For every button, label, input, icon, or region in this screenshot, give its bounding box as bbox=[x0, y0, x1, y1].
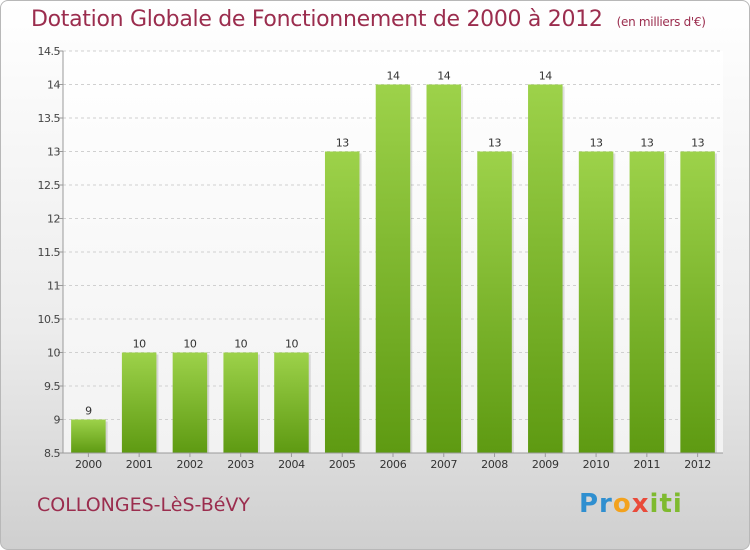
tick-labels: 8.5 9 9.5 10 10.5 11 11.5 12 12.5 13 13.5 14 14.5 9 20… bbox=[38, 45, 712, 471]
bar bbox=[578, 151, 614, 453]
bar bbox=[426, 84, 462, 453]
x-tick-label: 2008 bbox=[481, 458, 508, 471]
chart-title: Dotation Globale de Fonctionnement de 20… bbox=[31, 7, 706, 32]
logo-part: o bbox=[612, 489, 632, 519]
x-tick-label: 2011 bbox=[633, 458, 660, 471]
bar-value-label: 13 bbox=[336, 137, 349, 150]
x-tick-label: 2006 bbox=[380, 458, 407, 471]
x-tick-label: 2009 bbox=[532, 458, 559, 471]
x-tick-label: 2004 bbox=[278, 458, 305, 471]
bar-value-label: 10 bbox=[285, 338, 298, 351]
chart-title-text: Dotation Globale de Fonctionnement de 20… bbox=[31, 7, 603, 32]
logo-part: x bbox=[631, 489, 650, 519]
bar bbox=[223, 352, 258, 453]
bar-value-label: 14 bbox=[539, 70, 552, 83]
y-tick-label: 13.5 bbox=[38, 112, 61, 125]
bar-value-label: 13 bbox=[590, 137, 603, 150]
y-tick-label: 12 bbox=[47, 213, 60, 226]
x-tick-label: 2001 bbox=[126, 458, 153, 471]
y-tick-label: 13 bbox=[47, 146, 60, 159]
bar-value-label: 10 bbox=[133, 338, 146, 351]
bar bbox=[274, 352, 309, 453]
y-tick-label: 11 bbox=[47, 280, 60, 293]
y-tick-label: 10 bbox=[47, 347, 60, 360]
bar-value-label: 10 bbox=[183, 338, 196, 351]
bar-value-label: 13 bbox=[488, 137, 501, 150]
x-tick-label: 2012 bbox=[684, 458, 711, 471]
x-tick-label: 2003 bbox=[227, 458, 254, 471]
bar-value-label: 9 bbox=[85, 405, 92, 418]
chart-subtitle: (en milliers d'€) bbox=[616, 15, 706, 29]
x-tick-label: 2005 bbox=[329, 458, 356, 471]
bar-value-label: 13 bbox=[640, 137, 653, 150]
x-tick-label: 2010 bbox=[583, 458, 610, 471]
y-tick-label: 14 bbox=[47, 79, 60, 92]
bar-value-label: 14 bbox=[437, 70, 450, 83]
x-tick-label: 2000 bbox=[75, 458, 102, 471]
y-tick-label: 10.5 bbox=[38, 313, 61, 326]
logo-part: iti bbox=[649, 489, 683, 519]
y-tick-label: 9 bbox=[54, 414, 61, 427]
bar bbox=[172, 352, 208, 453]
bar bbox=[629, 151, 665, 453]
y-tick-label: 14.5 bbox=[38, 45, 61, 58]
bar bbox=[71, 419, 106, 453]
bar bbox=[324, 151, 360, 453]
bar-value-label: 14 bbox=[387, 70, 400, 83]
bar bbox=[375, 84, 411, 453]
bar-value-label: 13 bbox=[691, 137, 704, 150]
proxiti-logo: Proxiti bbox=[579, 489, 683, 519]
logo-part: Pr bbox=[579, 489, 613, 519]
y-tick-label: 8.5 bbox=[44, 447, 60, 460]
bar bbox=[477, 151, 512, 453]
y-tick-label: 9.5 bbox=[44, 380, 60, 393]
y-tick-label: 11.5 bbox=[38, 246, 61, 259]
y-tick-label: 12.5 bbox=[38, 179, 61, 192]
bars bbox=[71, 84, 717, 453]
x-tick-label: 2007 bbox=[430, 458, 457, 471]
bar-value-label: 10 bbox=[234, 338, 247, 351]
x-tick-label: 2002 bbox=[177, 458, 204, 471]
bar bbox=[528, 84, 563, 453]
bar bbox=[121, 352, 157, 453]
bar bbox=[680, 151, 715, 453]
commune-name: COLLONGES-LèS-BéVY bbox=[37, 494, 251, 516]
